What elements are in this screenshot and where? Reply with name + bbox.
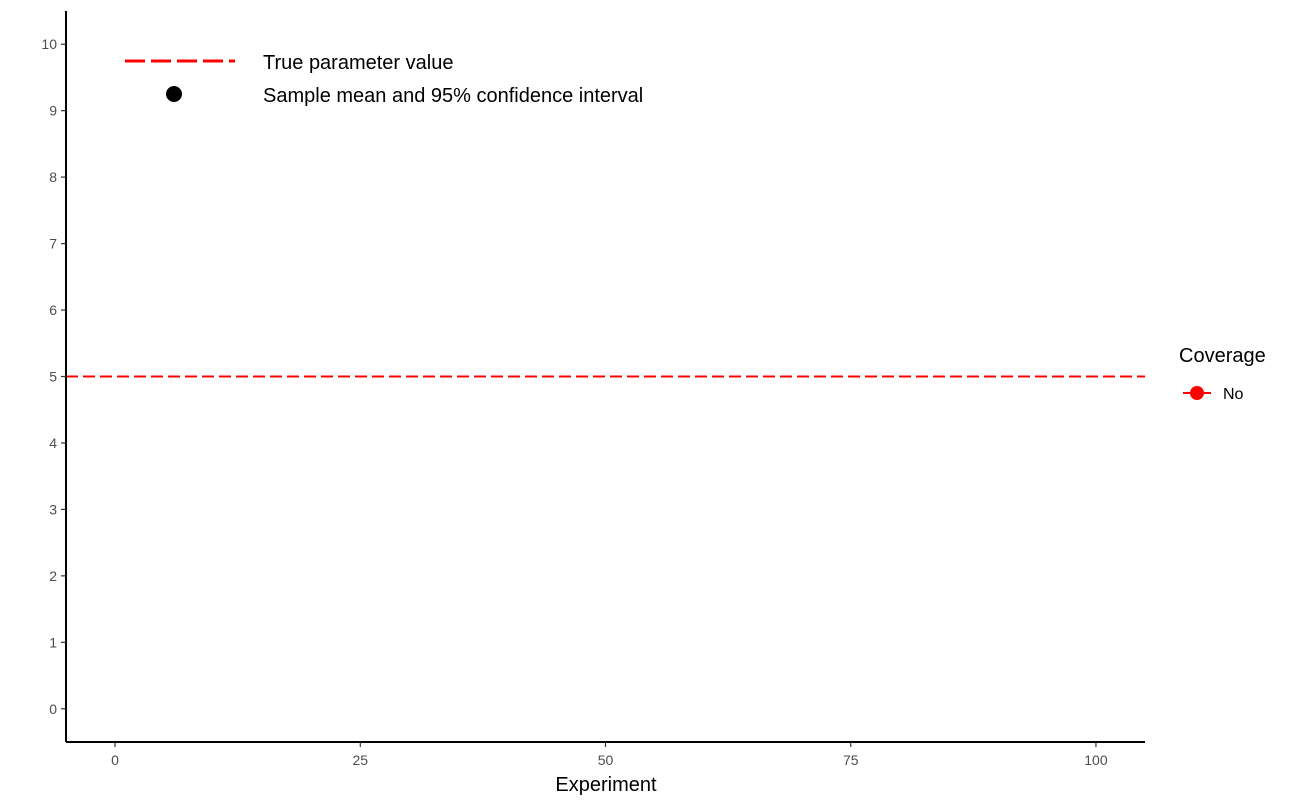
y-tick-label: 7 [49, 236, 57, 252]
x-tick-label: 50 [598, 752, 614, 768]
x-tick-label: 75 [843, 752, 859, 768]
y-tick-label: 0 [49, 701, 57, 717]
y-tick-label: 1 [49, 634, 57, 650]
y-tick-label: 9 [49, 103, 57, 119]
x-tick-label: 100 [1084, 752, 1108, 768]
x-tick-label: 25 [352, 752, 368, 768]
sample-mean-legend-key [166, 86, 182, 102]
coverage-legend-key-point [1190, 386, 1204, 400]
annotation-legend: True parameter value Sample mean and 95%… [125, 52, 643, 107]
y-tick-label: 3 [49, 501, 57, 517]
x-axis-title: Experiment [555, 774, 657, 796]
coverage-legend-title: Coverage [1179, 345, 1266, 367]
coverage-legend-label-no: No [1223, 386, 1244, 403]
y-tick-label: 5 [49, 369, 57, 385]
sample-mean-legend-label: Sample mean and 95% confidence interval [263, 85, 643, 107]
y-tick-label: 8 [49, 169, 57, 185]
true-value-legend-label: True parameter value [263, 52, 453, 74]
y-axis: 0 1 2 3 4 5 6 7 8 9 10 [41, 11, 67, 742]
y-tick-label: 10 [41, 36, 57, 52]
coverage-legend: Coverage No [1179, 345, 1266, 403]
y-tick-label: 4 [49, 435, 57, 451]
y-tick-label: 6 [49, 302, 57, 318]
x-tick-label: 0 [111, 752, 119, 768]
x-axis: 0 25 50 75 100 [66, 741, 1145, 768]
y-tick-label: 2 [49, 568, 57, 584]
